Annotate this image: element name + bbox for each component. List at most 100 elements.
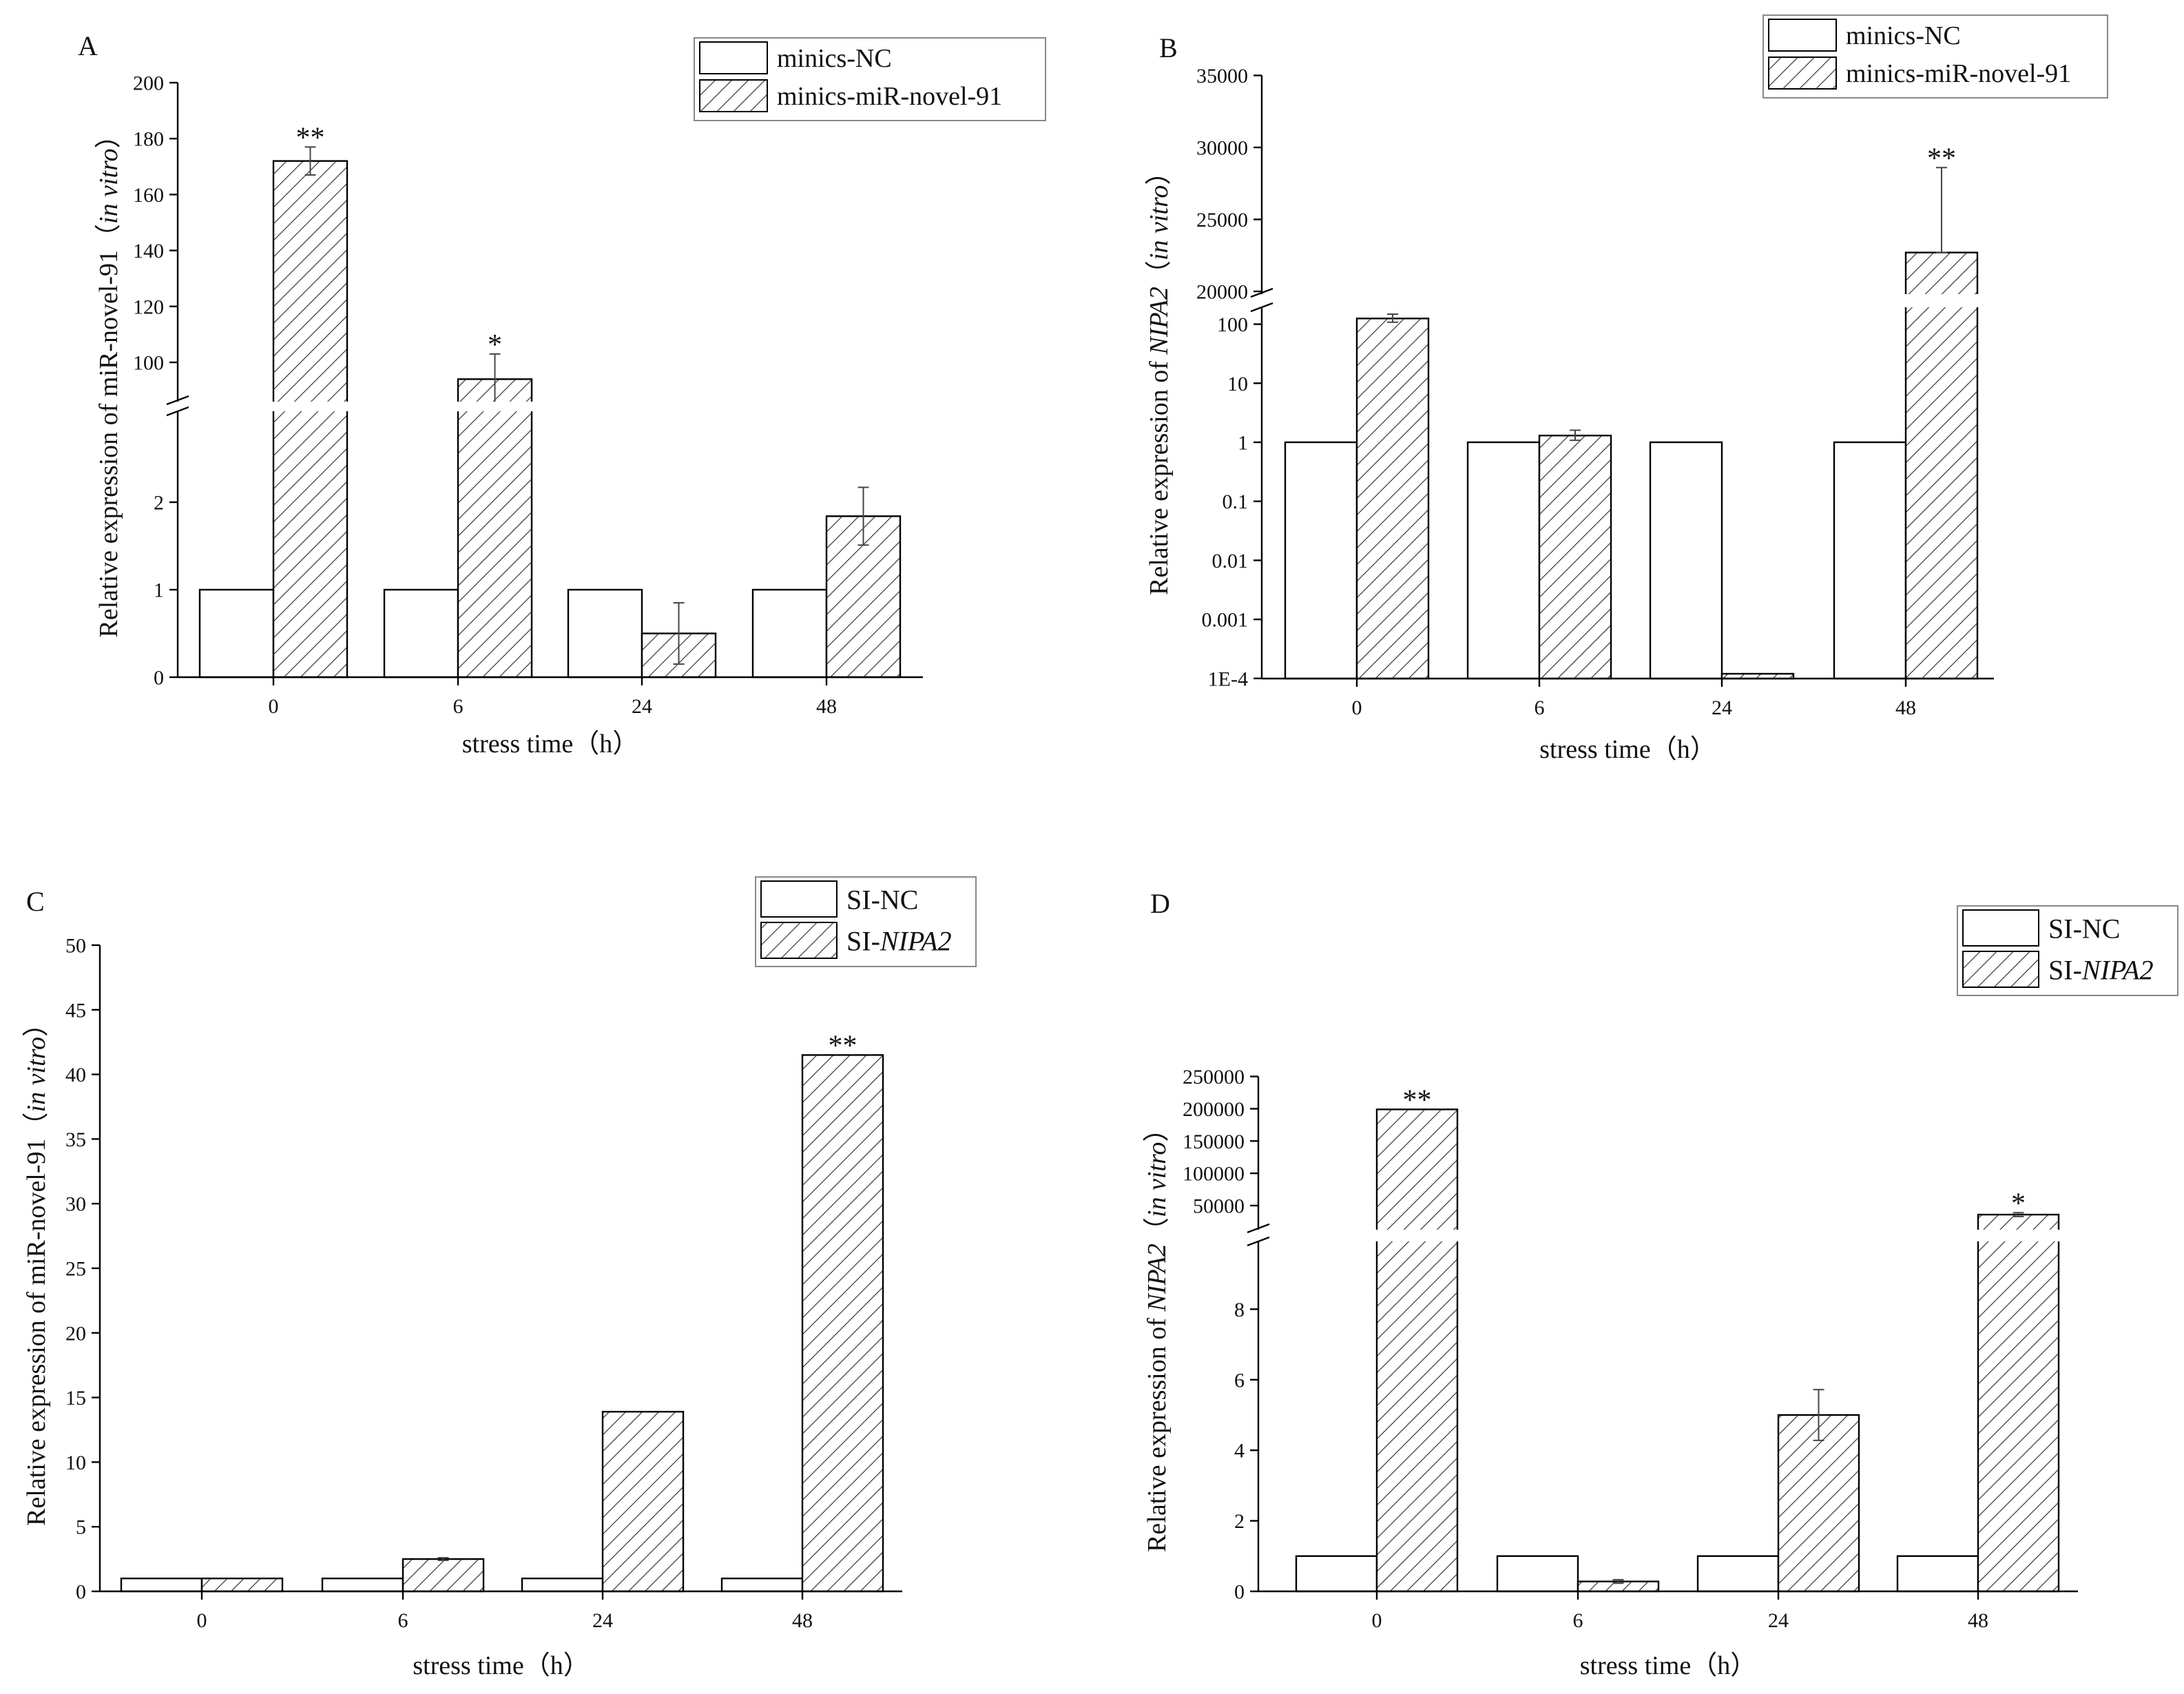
- x-tick-label: 48: [816, 695, 837, 718]
- legend-label-series-2: minics-miR-novel-91: [777, 82, 1002, 111]
- x-tick-label: 0: [197, 1609, 207, 1632]
- x-tick-label: 48: [1968, 1609, 1988, 1632]
- bar-24-series-2: [601, 1411, 685, 1593]
- y-tick-label: 8: [1234, 1299, 1245, 1321]
- legend-swatch-series-2: [760, 922, 838, 959]
- legend-swatch-series-2: [1962, 951, 2039, 988]
- y-tick-label: 1E-4: [1208, 668, 1248, 690]
- y-tick-label: 0: [1234, 1581, 1245, 1604]
- bar-24-series-2: [1777, 1414, 1860, 1593]
- legend-label-series-2-part: SI-: [846, 926, 880, 957]
- panel-a-chart: A 0 1 2 100 120 140 160 180 200 0 6 24 48 stress time（…: [78, 30, 1046, 758]
- x-tick-label: 24: [592, 1609, 613, 1632]
- y-tick-label: 1: [1238, 432, 1248, 455]
- y-axis-title-part: ）: [1143, 1116, 1172, 1142]
- legend-swatch-series-1: [1962, 909, 2039, 947]
- y-tick-label: 250000: [1183, 1066, 1245, 1088]
- x-axis-title: stress time（h）: [1580, 1651, 1756, 1680]
- y-tick-label: 45: [65, 999, 86, 1022]
- bar-48-series-1: [720, 1578, 804, 1593]
- x-tick-label: 0: [269, 695, 279, 718]
- bar-0-series-2: [272, 160, 349, 679]
- y-tick-label: 6: [1234, 1369, 1245, 1392]
- legend-label-series-2: SI-NIPA2: [2048, 955, 2154, 986]
- legend-label-series-2-part: minics-miR-novel-91: [1846, 59, 2071, 88]
- x-tick-label: 6: [398, 1609, 408, 1632]
- bar-24-series-1: [521, 1578, 604, 1593]
- legend-swatch-series-2: [699, 79, 768, 112]
- y-axis-title-part: in vitro: [1145, 185, 1174, 260]
- bar-0-series-1: [1284, 441, 1358, 680]
- y-tick-label: 0.01: [1212, 550, 1249, 572]
- bar-0-series-2: [200, 1578, 284, 1593]
- x-tick-label: 24: [632, 695, 652, 718]
- legend-label-series-1: minics-NC: [1846, 21, 1961, 50]
- bar-0-series-2: [1355, 318, 1430, 680]
- y-axis-title-part: ）: [22, 1011, 51, 1037]
- significance-marker: **: [1403, 1084, 1432, 1116]
- y-tick-label: 200000: [1183, 1098, 1245, 1121]
- significance-marker: **: [296, 122, 325, 154]
- legend-label-series-1-part: SI-NC: [846, 885, 918, 916]
- axis-break-gap: [176, 402, 922, 411]
- y-axis-title-part: NIPA2: [1143, 1243, 1172, 1312]
- y-tick-label: 200: [133, 72, 164, 95]
- y-axis-title: Relative expression of miR-novel-91（in v…: [22, 1011, 51, 1526]
- y-axis-title-part: in vitro: [1143, 1142, 1172, 1217]
- y-axis-title-part: Relative expression of miR-novel-91（: [22, 1112, 51, 1526]
- y-axis-title-part: ）: [1145, 159, 1174, 185]
- x-axis-title: stress time（h）: [1539, 735, 1716, 764]
- x-tick-label: 0: [1352, 696, 1362, 719]
- y-tick-label: 100: [133, 352, 164, 375]
- y-axis-title-part: NIPA2: [1145, 287, 1174, 355]
- y-axis-title: Relative expression of NIPA2（in vitro）: [1145, 159, 1174, 595]
- y-tick-label: 0: [154, 667, 164, 690]
- y-tick-label: 160: [133, 184, 164, 207]
- bar-48-series-1: [1896, 1555, 1979, 1593]
- y-tick-label: 50000: [1193, 1195, 1245, 1218]
- panel-letter: B: [1159, 32, 1178, 63]
- x-axis-title: stress time（h）: [413, 1651, 589, 1680]
- y-tick-label: 0: [76, 1581, 86, 1604]
- significance-marker: **: [1927, 143, 1956, 174]
- legend-label-series-2-part: NIPA2: [880, 926, 952, 957]
- y-tick-label: 2: [1234, 1510, 1245, 1533]
- y-tick-label: 140: [133, 240, 164, 262]
- bar-6-series-1: [321, 1578, 404, 1593]
- axis-break-gap: [1257, 1230, 2077, 1241]
- y-tick-label: 50: [65, 935, 86, 958]
- axis-break-mark: [1250, 302, 1273, 313]
- y-tick-label: 10: [1227, 373, 1248, 395]
- panel-letter: C: [26, 886, 45, 917]
- legend-label-series-2-part: minics-miR-novel-91: [777, 82, 1002, 111]
- y-tick-label: 40: [65, 1064, 86, 1086]
- legend-label-series-1: minics-NC: [777, 44, 892, 73]
- legend: SI-NC SI-NIPA2: [1957, 905, 2178, 996]
- y-tick-label: 35: [65, 1128, 86, 1151]
- bar-6-series-2: [402, 1558, 485, 1593]
- y-axis-title-part: in vitro: [94, 149, 123, 224]
- y-tick-label: 100: [1217, 313, 1248, 336]
- y-tick-label: 5: [76, 1516, 86, 1539]
- bar-48-series-1: [751, 588, 828, 679]
- x-tick-label: 24: [1712, 696, 1732, 719]
- legend-label-series-1-part: minics-NC: [777, 44, 892, 73]
- axis-break-mark: [1250, 287, 1273, 298]
- bar-6-series-2: [1538, 435, 1612, 680]
- legend-label-series-2-part: NIPA2: [2081, 955, 2154, 986]
- y-tick-label: 100000: [1183, 1163, 1245, 1186]
- x-tick-label: 24: [1768, 1609, 1789, 1632]
- y-axis-title-part: （: [1143, 1217, 1172, 1243]
- bar-24-series-1: [1649, 441, 1723, 680]
- legend-label-series-2: SI-NIPA2: [846, 926, 952, 957]
- y-tick-label: 30000: [1196, 137, 1248, 160]
- legend-swatch-series-1: [760, 880, 838, 918]
- legend: minics-NC minics-miR-novel-91: [694, 37, 1046, 121]
- x-tick-label: 6: [1535, 696, 1545, 719]
- y-tick-label: 180: [133, 128, 164, 151]
- panel-c-chart: C 0 5 10 15 20 25 30 35 40 45 50 0 6 24 48 stress time（h…: [22, 876, 977, 1680]
- y-tick-label: 150000: [1183, 1130, 1245, 1153]
- y-tick-label: 20000: [1196, 281, 1248, 304]
- legend-label-series-2-part: SI-: [2048, 955, 2082, 986]
